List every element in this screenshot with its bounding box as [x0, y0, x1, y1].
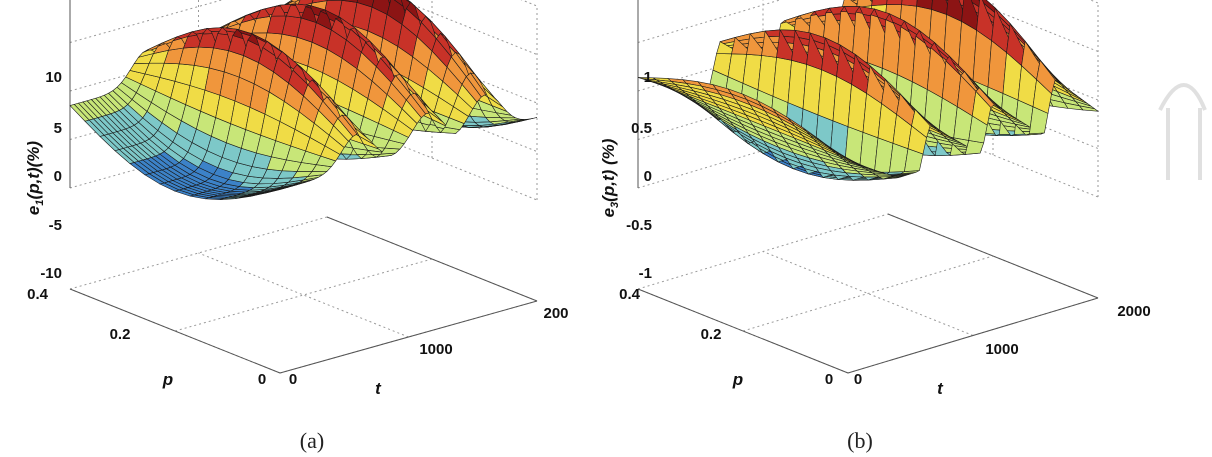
- panel-a-surface-cell: [311, 0, 328, 4]
- panel-a-ptick-2: 0.2: [110, 326, 131, 343]
- panel-a-ztick-4: -5: [49, 217, 62, 234]
- panel-a-floorline-p-1: [174, 258, 433, 332]
- panel-b-ptick-2: 0.2: [701, 326, 722, 343]
- panel-b-ttick-2: 1000: [985, 341, 1018, 358]
- panel-a-axis-edge-2: [69, 288, 281, 374]
- panel-b-surface-cell: [871, 0, 888, 6]
- panel-a-ttick-1: 0: [289, 371, 297, 388]
- panel-a-z-label: e1(p,t)(%): [24, 141, 46, 215]
- panel-b-surface-cell: [886, 0, 903, 5]
- panel-b-surface-cell: [901, 0, 918, 7]
- panel-a-ttick-3: 200: [543, 305, 568, 322]
- panel-b-ptick-3: 0: [825, 371, 833, 388]
- panel-b-floorline-p-1: [742, 255, 994, 332]
- panel-b-ztick-1: 1: [644, 69, 652, 86]
- panel-b-axis-edge-2: [637, 288, 849, 374]
- panel-a-surface: [69, 0, 538, 200]
- panel-b-ztick-2: 0.5: [631, 120, 652, 137]
- panel-a-axis-edge-1: [279, 300, 538, 374]
- panel-a-ztick-2: 5: [54, 120, 62, 137]
- panel-a-t-label: t: [375, 379, 382, 398]
- panel-b-surface-cell: [931, 0, 949, 15]
- panel-a-caption: (a): [300, 428, 324, 453]
- panel-b-gridline-z-3: [637, 0, 1099, 52]
- panel-a-surface-cell: [341, 0, 358, 3]
- panel-a-ztick-5: -10: [40, 265, 62, 282]
- panel-a-p-label: p: [162, 370, 173, 389]
- panel-b: 1 0.5 0 -0.5 -1 0.4 0.2 0 0 1000 2000 p …: [599, 0, 1151, 453]
- panel-a-floorline-t-1: [198, 252, 409, 338]
- logo-mark-icon: [1158, 83, 1207, 180]
- panel-a-surface-cell: [326, 0, 343, 1]
- panel-a-ztick-3: 0: [54, 168, 62, 185]
- panel-b-ztick-5: -1: [639, 265, 652, 282]
- panel-b-p-label: p: [732, 370, 743, 389]
- panel-b-axis-edge-1: [847, 297, 1099, 374]
- panel-a-axis-edge-3: [326, 216, 538, 302]
- panel-b-ztick-3: 0: [644, 168, 652, 185]
- panel-b-axis-edge-3: [887, 213, 1099, 299]
- panel-b-surface-cell: [946, 0, 964, 22]
- panel-b-z-label: e3(p,t) (%): [599, 138, 621, 217]
- panel-b-ttick-3: 2000: [1117, 303, 1150, 320]
- panel-a: 10 5 0 -5 -10 0.4 0.2 0 0 1000 200 p t e…: [24, 0, 569, 453]
- panel-a-surface-cell: [517, 117, 538, 123]
- panel-b-floorline-p-2: [637, 213, 889, 290]
- panel-b-surface: [637, 0, 1100, 181]
- panel-a-ptick-1: 0.4: [27, 286, 49, 303]
- panel-a-ptick-3: 0: [258, 371, 266, 388]
- panel-a-surface-cell: [356, 0, 375, 8]
- panel-b-surface-cell: [916, 0, 933, 10]
- panel-b-ptick-1: 0.4: [619, 286, 641, 303]
- panel-a-ttick-2: 1000: [419, 341, 452, 358]
- panel-b-ttick-1: 0: [854, 371, 862, 388]
- panel-b-ztick-4: -0.5: [626, 217, 652, 234]
- panel-a-ztick-1: 10: [45, 69, 62, 86]
- panel-b-surface-cell: [1078, 105, 1100, 112]
- panel-b-caption: (b): [847, 428, 873, 453]
- panel-b-t-label: t: [937, 379, 944, 398]
